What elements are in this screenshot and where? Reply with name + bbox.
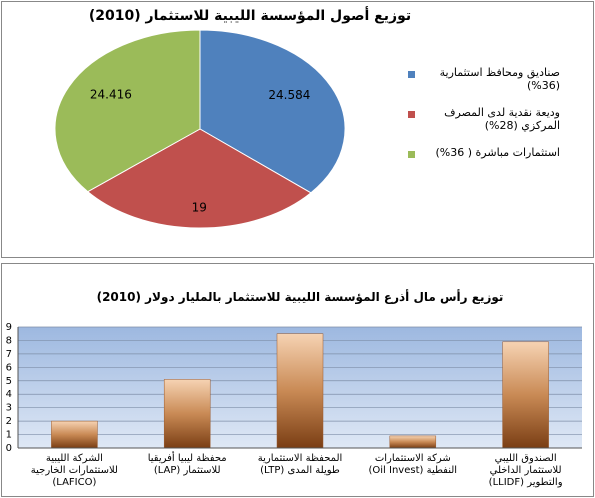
- y-tick-label: 8: [6, 335, 12, 346]
- bar: [502, 341, 549, 449]
- pie-slice: [86, 128, 312, 229]
- x-tick-label: الصندوق الليبي للاستثمار الداخلي والتطوي…: [488, 453, 563, 488]
- bar: [51, 420, 98, 449]
- bar: [276, 333, 324, 449]
- y-tick-label: 6: [6, 362, 12, 373]
- chart-title: توزيع رأس مال أذرع المؤسسة الليبية للاست…: [96, 290, 504, 304]
- legend-swatch: [408, 71, 415, 78]
- slice-label: 24.416: [90, 88, 132, 102]
- pie-slice: [199, 29, 346, 194]
- y-tick-label: 0: [6, 443, 12, 454]
- pie-slice: [54, 29, 201, 193]
- y-tick-label: 7: [6, 349, 12, 360]
- y-tick-label: 9: [6, 322, 12, 333]
- slice-label: 24.584: [268, 88, 310, 102]
- y-tick-label: 1: [6, 430, 12, 441]
- chart-title: توزيع أصول المؤسسة الليبية للاستثمار (20…: [88, 8, 412, 24]
- legend-label: صناديق ومحافظ استثمارية (36%): [439, 66, 560, 92]
- x-tick-label: الشركة الليبية للاستثمارات الخارجية (LAF…: [30, 453, 118, 488]
- legend-label: وديعة نقدية لدى المصرف المركزي (28%): [444, 106, 560, 132]
- bar: [389, 435, 437, 449]
- legend-label: استثمارات مباشرة ( 36%): [435, 146, 561, 159]
- y-tick-label: 3: [6, 403, 12, 414]
- y-tick-label: 4: [6, 389, 12, 400]
- slice-label: 19: [192, 201, 207, 215]
- x-tick-label: شركة الاستثمارات النفطية (Oil Invest): [368, 453, 458, 476]
- y-tick-label: 5: [6, 376, 12, 387]
- bar: [163, 379, 211, 449]
- bar-panel: [1, 263, 594, 497]
- pie-panel: [1, 1, 594, 258]
- y-tick-label: 2: [6, 416, 12, 427]
- x-tick-label: محفظة ليبيا أفريقيا للاستثمار (LAP): [147, 453, 227, 476]
- legend-swatch: [408, 151, 415, 158]
- x-tick-label: المحفظة الاستثمارية طويلة المدى (LTP): [257, 453, 343, 476]
- legend-swatch: [408, 111, 415, 118]
